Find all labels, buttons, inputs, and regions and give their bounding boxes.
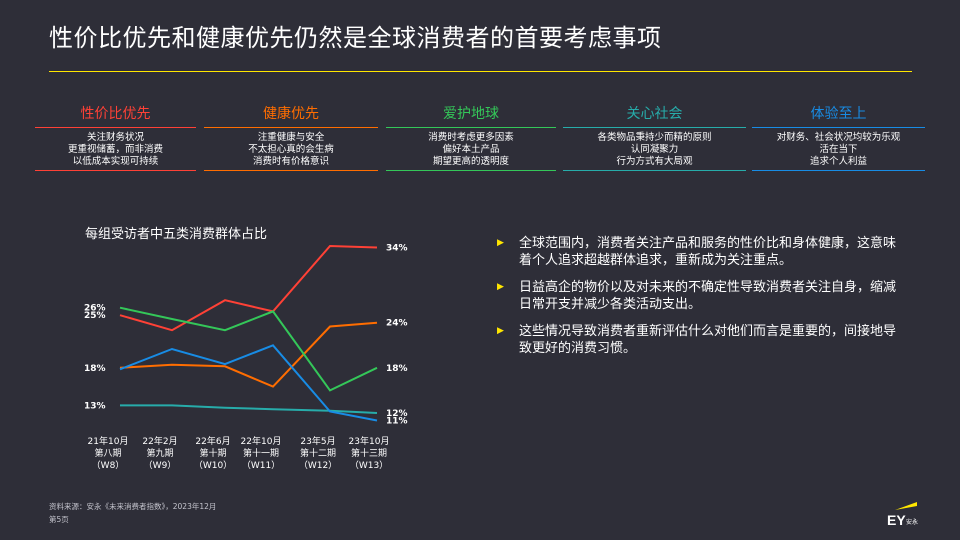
bullet-text: 全球范围内，消费者关注产品和服务的性价比和身体健康，这意味着个人追求超越群体追求… — [519, 236, 897, 268]
ey-beam-icon — [895, 502, 917, 510]
category-rule — [386, 127, 556, 128]
category-description-line: 认同凝聚力 — [630, 144, 679, 155]
category-description-line: 各类物品秉持少而精的原则 — [597, 132, 712, 143]
category-block: 体验至上对财务、社会状况均较为乐观 活在当下 追求个人利益 — [752, 104, 925, 171]
logo-text: EY — [887, 512, 906, 528]
page-title: 性价比优先和健康优先仍然是全球消费者的首要考虑事项 — [49, 24, 662, 52]
category-title: 健康优先 — [263, 106, 319, 122]
ey-logo: EY 安永 — [887, 500, 927, 530]
start-data-label: 26% — [84, 304, 106, 314]
end-data-label: 24% — [386, 319, 408, 329]
page-number: 第5页 — [49, 515, 69, 524]
category-rule — [204, 127, 378, 128]
series-line — [119, 244, 378, 332]
bullet-arrow-icon: ▶ — [497, 238, 504, 248]
category-description-line: 消费时考虑更多因素 — [428, 132, 514, 143]
bullet-text: 这些情况导致消费者重新评估什么对他们而言是重要的，间接地导致更好的消费习惯。 — [519, 324, 897, 356]
category-description: 对财务、社会状况均较为乐观 活在当下 追求个人利益 — [752, 132, 925, 168]
bullet-list: ▶ 全球范围内，消费者关注产品和服务的性价比和身体健康，这意味着个人追求超越群体追… — [497, 235, 897, 367]
category-description-line: 消费时有价格意识 — [252, 156, 329, 167]
category-rule-bottom — [752, 170, 925, 171]
category-description-line: 关注财务状况 — [86, 132, 144, 143]
category-description: 各类物品秉持少而精的原则 认同凝聚力 行为方式有大局观 — [563, 132, 746, 168]
series-line — [119, 344, 378, 422]
category-title: 性价比优先 — [80, 106, 151, 122]
category-block: 关心社会各类物品秉持少而精的原则 认同凝聚力 行为方式有大局观 — [563, 104, 746, 171]
category-rule — [752, 127, 925, 128]
category-description: 注重健康与安全 不太担心真的会生病 消费时有价格意识 — [204, 132, 378, 168]
end-data-label: 34% — [386, 244, 408, 254]
category-block: 健康优先注重健康与安全 不太担心真的会生病 消费时有价格意识 — [204, 104, 378, 171]
x-tick-label: 23年5月第十二期（W12） — [299, 435, 337, 471]
category-rule-bottom — [204, 170, 378, 171]
category-block: 性价比优先关注财务状况 更重视储蓄，而非消费 以低成本实现可持续 — [35, 104, 196, 171]
category-block: 爱护地球消费时考虑更多因素 偏好本土产品 期望更高的透明度 — [386, 104, 556, 171]
start-data-label: 13% — [84, 401, 106, 411]
start-data-label: 25% — [84, 311, 106, 321]
end-data-label: 11% — [386, 416, 408, 426]
category-description-line: 期望更高的透明度 — [432, 156, 509, 167]
category-rule — [35, 127, 196, 128]
category-description: 消费时考虑更多因素 偏好本土产品 期望更高的透明度 — [386, 132, 556, 168]
bullet-text: 日益高企的物价以及对未来的不确定性导致消费者关注自身，缩减日常开支并减少各类活动… — [519, 280, 897, 312]
category-description-line: 注重健康与安全 — [257, 132, 325, 143]
bullet-item: ▶ 这些情况导致消费者重新评估什么对他们而言是重要的，间接地导致更好的消费习惯。 — [497, 323, 897, 357]
category-description-line: 偏好本土产品 — [442, 144, 500, 155]
category-description-line: 行为方式有大局观 — [616, 156, 693, 167]
category-title: 爱护地球 — [443, 106, 499, 122]
category-description-line: 更重视储蓄，而非消费 — [67, 144, 163, 155]
bullet-item: ▶ 全球范围内，消费者关注产品和服务的性价比和身体健康，这意味着个人追求超越群体追… — [497, 235, 897, 269]
chart-title: 每组受访者中五类消费群体占比 — [85, 227, 268, 242]
bullet-item: ▶ 日益高企的物价以及对未来的不确定性导致消费者关注自身，缩减日常开支并减少各类活… — [497, 279, 897, 313]
source-note: 资料来源：安永《未来消费者指数》，2023年12月 — [49, 502, 217, 511]
x-tick-label: 22年6月第十期（W10） — [194, 435, 232, 471]
category-rule-bottom — [386, 170, 556, 171]
category-rule — [563, 127, 746, 128]
start-data-label: 18% — [84, 364, 106, 374]
end-data-label: 18% — [386, 364, 408, 374]
x-tick-label: 22年2月第九期（W9） — [142, 435, 177, 471]
x-tick-label: 22年10月第十一期（W11） — [241, 435, 282, 471]
title-divider — [49, 71, 912, 72]
category-rule-bottom — [563, 170, 746, 171]
logo-subtext: 安永 — [906, 519, 919, 526]
bullet-arrow-icon: ▶ — [497, 282, 504, 292]
category-description: 关注财务状况 更重视储蓄，而非消费 以低成本实现可持续 — [35, 132, 196, 168]
series-line — [120, 404, 378, 414]
category-description-line: 以低成本实现可持续 — [72, 156, 159, 167]
category-title: 体验至上 — [810, 106, 867, 122]
category-rule-bottom — [35, 170, 196, 171]
series-line — [119, 306, 378, 392]
series-line — [119, 321, 378, 388]
category-description-line: 对财务、社会状况均较为乐观 — [776, 132, 901, 143]
end-data-label: 12% — [386, 409, 408, 419]
category-title: 关心社会 — [626, 106, 683, 122]
category-description-line: 追求个人利益 — [809, 156, 867, 167]
bullet-arrow-icon: ▶ — [497, 326, 504, 336]
x-tick-label: 21年10月第八期（W8） — [88, 435, 129, 471]
x-tick-label: 23年10月第十三期（W13） — [349, 435, 390, 471]
category-description-line: 不太担心真的会生病 — [248, 144, 334, 155]
category-description-line: 活在当下 — [819, 144, 858, 155]
